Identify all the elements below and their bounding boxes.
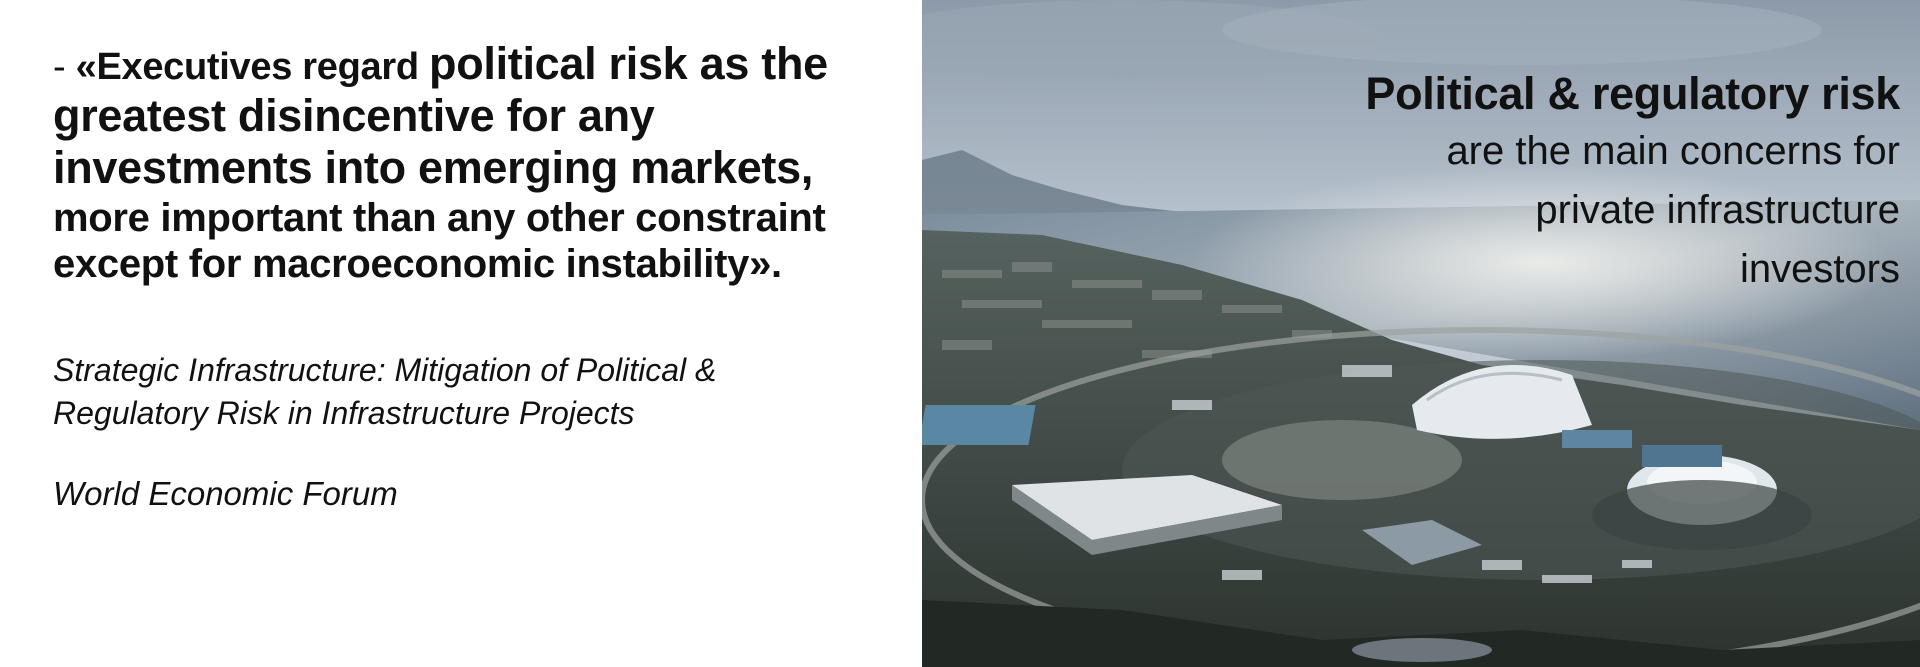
olympic-park-illustration	[922, 0, 1920, 667]
quote-line-1: - «Executives regard political risk as t…	[53, 38, 902, 90]
quote-dash: -	[53, 46, 76, 88]
quote-panel: - «Executives regard political risk as t…	[0, 0, 922, 667]
quote-line-2: greatest disincentive for any	[53, 90, 655, 142]
caption-title: Political & regulatory risk	[1365, 68, 1900, 119]
source-title: Strategic Infrastructure: Mitigation of …	[53, 352, 717, 432]
quote-line-3: investments into emerging markets,	[53, 142, 814, 194]
quote-line-5: except for macroeconomic instability».	[53, 241, 782, 286]
caption: Political & regulatory risk are the main…	[1280, 66, 1900, 299]
quote-emphasis: political risk as the	[429, 38, 828, 89]
aerial-photo: Political & regulatory risk are the main…	[922, 0, 1920, 667]
source-organization: World Economic Forum	[53, 475, 398, 513]
quote-line-4: more important than any other constraint	[53, 195, 826, 240]
caption-body: are the main concerns for private infras…	[1446, 129, 1900, 291]
quote-text: - «Executives regard political risk as t…	[53, 38, 902, 287]
quote-lead: «Executives regard	[75, 46, 430, 88]
